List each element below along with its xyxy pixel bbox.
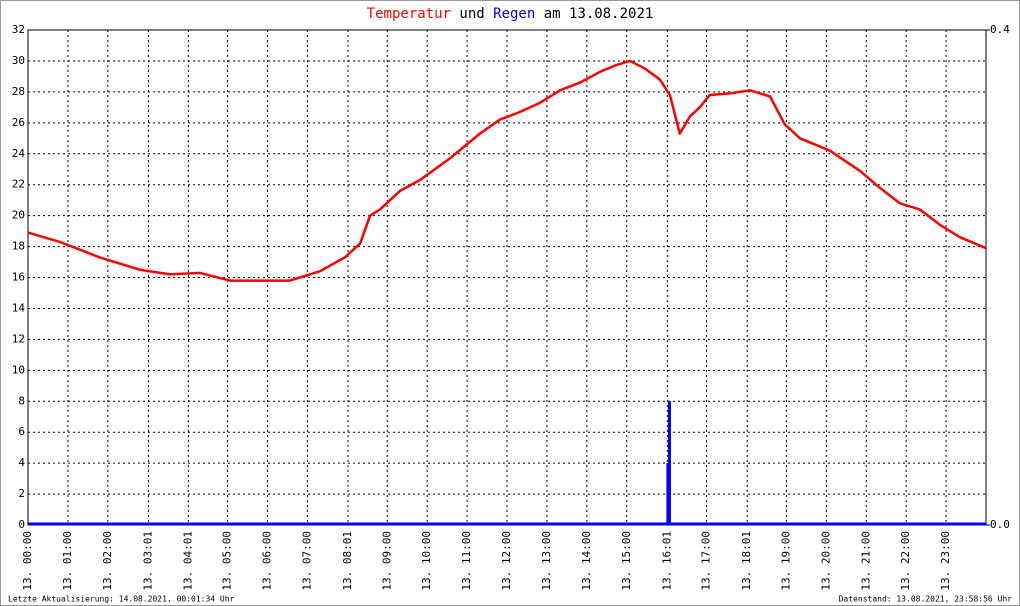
title-series-rain: Regen [493,6,535,22]
x-tick-label: 13. 23:00 [939,531,952,591]
y-tick-label: 4 [18,456,25,469]
x-tick-label: 13. 00:00 [21,531,34,591]
x-tick-label: 13. 22:00 [899,531,912,591]
y-tick-label: 26 [12,116,25,129]
x-tick-label: 13. 18:01 [740,531,753,591]
x-tick-label: 13. 19:00 [779,531,792,591]
x-tick-label: 13. 08:01 [341,531,354,591]
y-tick-label: 0 [18,518,25,531]
x-tick-label: 13. 10:00 [420,531,433,591]
y-tick-label: 32 [12,23,25,36]
x-tick-label: 13. 01:00 [61,531,74,591]
x-tick-label: 13. 13:00 [540,531,553,591]
x-tick-label: 13. 15:00 [620,531,633,591]
x-tick-label: 13. 02:00 [101,531,114,591]
y-tick-label: 12 [12,332,25,345]
x-tick-label: 13. 04:01 [181,531,194,591]
x-tick-label: 13. 14:00 [580,531,593,591]
x-tick-label: 13. 11:00 [460,531,473,591]
y2-tick-label: 0.0 [990,518,1010,531]
footer-left: Letzte Aktualisierung: 14.08.2021, 00:01… [8,595,235,604]
x-tick-label: 13. 20:00 [819,531,832,591]
title-connector: und [459,6,484,22]
x-tick-label: 13. 03:01 [141,531,154,591]
y2-tick-label: 0.4 [990,23,1010,36]
y-tick-label: 28 [12,85,25,98]
y-tick-label: 14 [12,301,26,314]
rain-bar [666,463,670,525]
title-suffix: am 13.08.2021 [544,6,654,22]
x-tick-label: 13. 21:00 [859,531,872,591]
chart-title: Temperatur und Regen am 13.08.2021 [367,6,654,22]
y-tick-label: 24 [12,147,26,160]
y-tick-label: 6 [18,425,25,438]
y-tick-label: 10 [12,363,25,376]
y-tick-label: 22 [12,178,25,191]
x-tick-label: 13. 05:00 [221,531,234,591]
x-tick-label: 13. 16:01 [660,531,673,591]
x-tick-label: 13. 09:00 [380,531,393,591]
x-tick-label: 13. 07:00 [300,531,313,591]
y-tick-label: 8 [18,394,25,407]
footer-right: Datenstand: 13.08.2021, 23:58:56 Uhr [839,595,1013,604]
temperature-line [27,59,987,282]
y-tick-label: 16 [12,271,25,284]
y-tick-label: 18 [12,240,25,253]
x-tick-label: 13. 12:00 [500,531,513,591]
title-series-temp: Temperatur [367,6,451,22]
rain-bar [667,401,671,525]
x-tick-label: 13. 17:00 [700,531,713,591]
y-tick-label: 20 [12,209,25,222]
y-tick-label: 2 [18,487,25,500]
y-tick-label: 30 [12,54,25,67]
x-tick-label: 13. 06:00 [261,531,274,591]
